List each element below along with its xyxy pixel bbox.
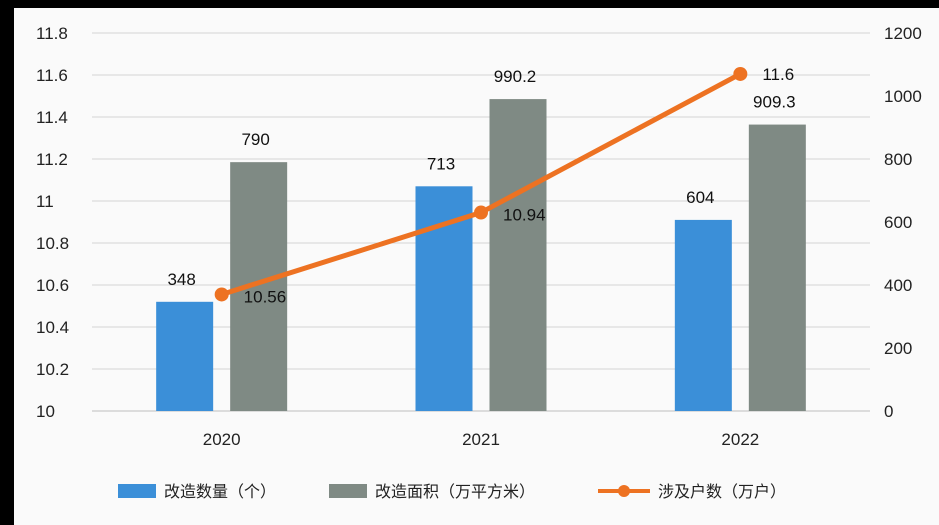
- legend-label: 改造数量（个）: [164, 482, 276, 501]
- y-right-tick-label: 600: [884, 213, 912, 232]
- x-tick-label: 2021: [462, 430, 500, 449]
- bar-data-label: 604: [686, 188, 714, 207]
- bar-data-label: 990.2: [494, 67, 537, 86]
- y-left-tick-label: 10.8: [36, 234, 69, 253]
- y-left-tick-label: 10.4: [36, 318, 69, 337]
- bar-area: [748, 124, 806, 412]
- line-data-label: 10.56: [244, 287, 287, 306]
- legend-swatch: [118, 484, 156, 498]
- legend-label: 涉及户数（万户）: [658, 482, 786, 501]
- y-left-tick-label: 11.4: [36, 108, 68, 127]
- y-right-tick-label: 1200: [884, 24, 922, 43]
- y-left-tick-label: 10.6: [36, 276, 69, 295]
- line-point: [214, 287, 229, 302]
- y-left-tick-label: 10.2: [36, 360, 69, 379]
- bar-area: [489, 99, 547, 411]
- y-right-tick-label: 800: [884, 150, 912, 169]
- y-left-tick-label: 11.8: [36, 24, 68, 43]
- bar-data-label: 790: [241, 130, 269, 149]
- line-households: [219, 71, 743, 297]
- y-left-tick-label: 11: [36, 192, 54, 211]
- x-tick-label: 2022: [721, 430, 759, 449]
- y-right-tick-label: 0: [884, 402, 893, 421]
- line-data-label: 10.94: [503, 206, 546, 225]
- bar-data-label: 348: [167, 270, 195, 289]
- y-left-tick-label: 10: [36, 402, 55, 421]
- legend-marker: [618, 485, 630, 497]
- x-tick-label: 2020: [203, 430, 241, 449]
- bar-quantity: [156, 301, 214, 411]
- bar-quantity: [674, 219, 732, 411]
- legend-swatch: [329, 484, 367, 498]
- bar-data-label: 909.3: [753, 93, 796, 112]
- y-left-tick-label: 11.2: [36, 150, 68, 169]
- legend-label: 改造面积（万平方米）: [375, 482, 535, 501]
- line-point: [474, 205, 488, 220]
- bar-data-label: 713: [427, 154, 455, 173]
- y-left-tick-label: 11.6: [36, 66, 68, 85]
- line-point: [733, 66, 748, 81]
- y-right-tick-label: 200: [884, 339, 912, 358]
- y-right-tick-label: 1000: [884, 87, 922, 106]
- y-right-tick-label: 400: [884, 276, 912, 295]
- line-data-label: 11.6: [762, 65, 794, 84]
